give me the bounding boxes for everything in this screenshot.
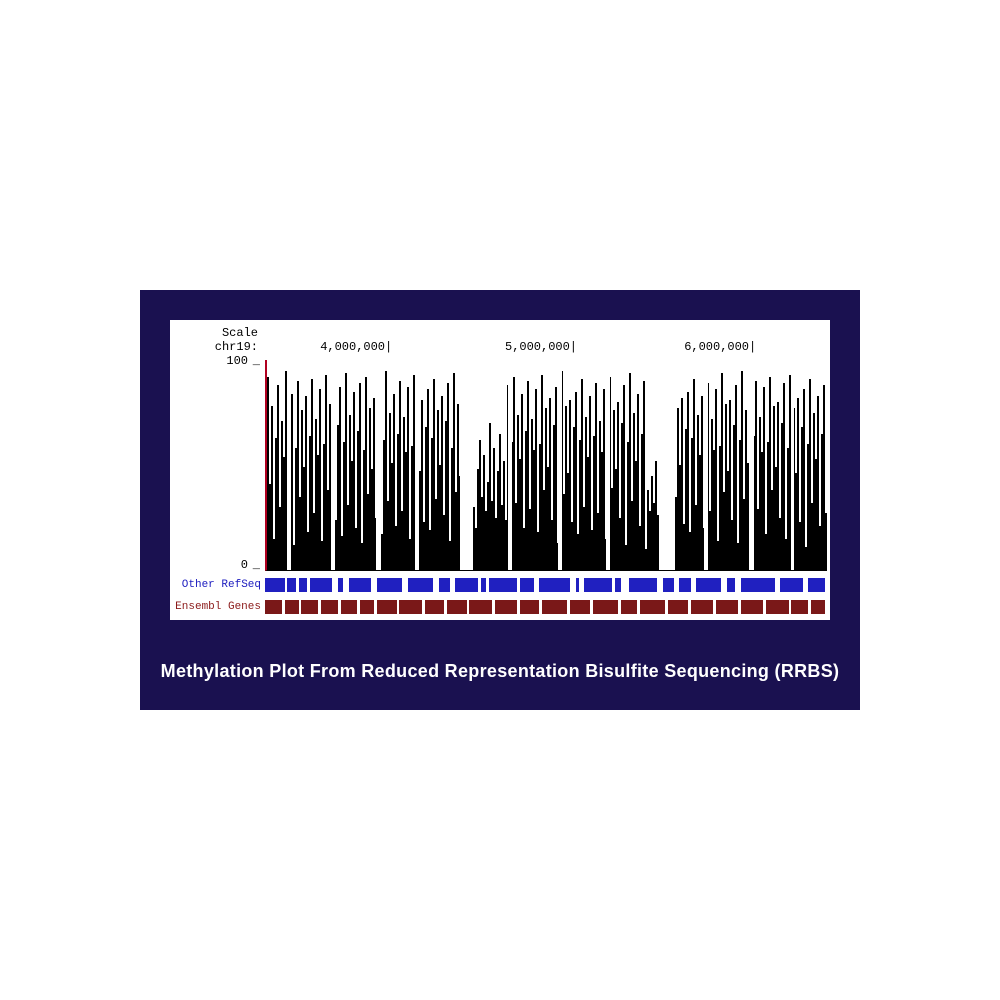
plot-panel: Scale chr19: 100 _ 4,000,000| 5,000,000| 6… bbox=[170, 320, 830, 620]
ymax-tick: _ bbox=[248, 354, 260, 368]
track-refseq-label: Other RefSeq bbox=[170, 576, 265, 594]
ymax-label: 100 bbox=[170, 354, 248, 368]
ymin-tick: _ bbox=[248, 558, 260, 572]
track-ensembl-label: Ensembl Genes bbox=[170, 598, 265, 616]
xtick-label: 6,000,000| bbox=[684, 340, 756, 354]
figure-frame: Scale chr19: 100 _ 4,000,000| 5,000,000| 6… bbox=[140, 290, 860, 710]
track-ensembl-bars bbox=[265, 600, 825, 614]
track-refseq-bars bbox=[265, 578, 825, 592]
ymin-label: 0 bbox=[170, 558, 248, 572]
figure-caption: Methylation Plot From Reduced Representa… bbox=[140, 661, 860, 682]
xtick-label: 5,000,000| bbox=[505, 340, 577, 354]
chrom-label: chr19: bbox=[170, 340, 258, 354]
methylation-bars bbox=[265, 360, 827, 571]
scale-label: Scale bbox=[170, 326, 258, 340]
track-ensembl: Ensembl Genes bbox=[170, 598, 830, 616]
track-refseq: Other RefSeq bbox=[170, 576, 830, 594]
xtick-label: 4,000,000| bbox=[320, 340, 392, 354]
